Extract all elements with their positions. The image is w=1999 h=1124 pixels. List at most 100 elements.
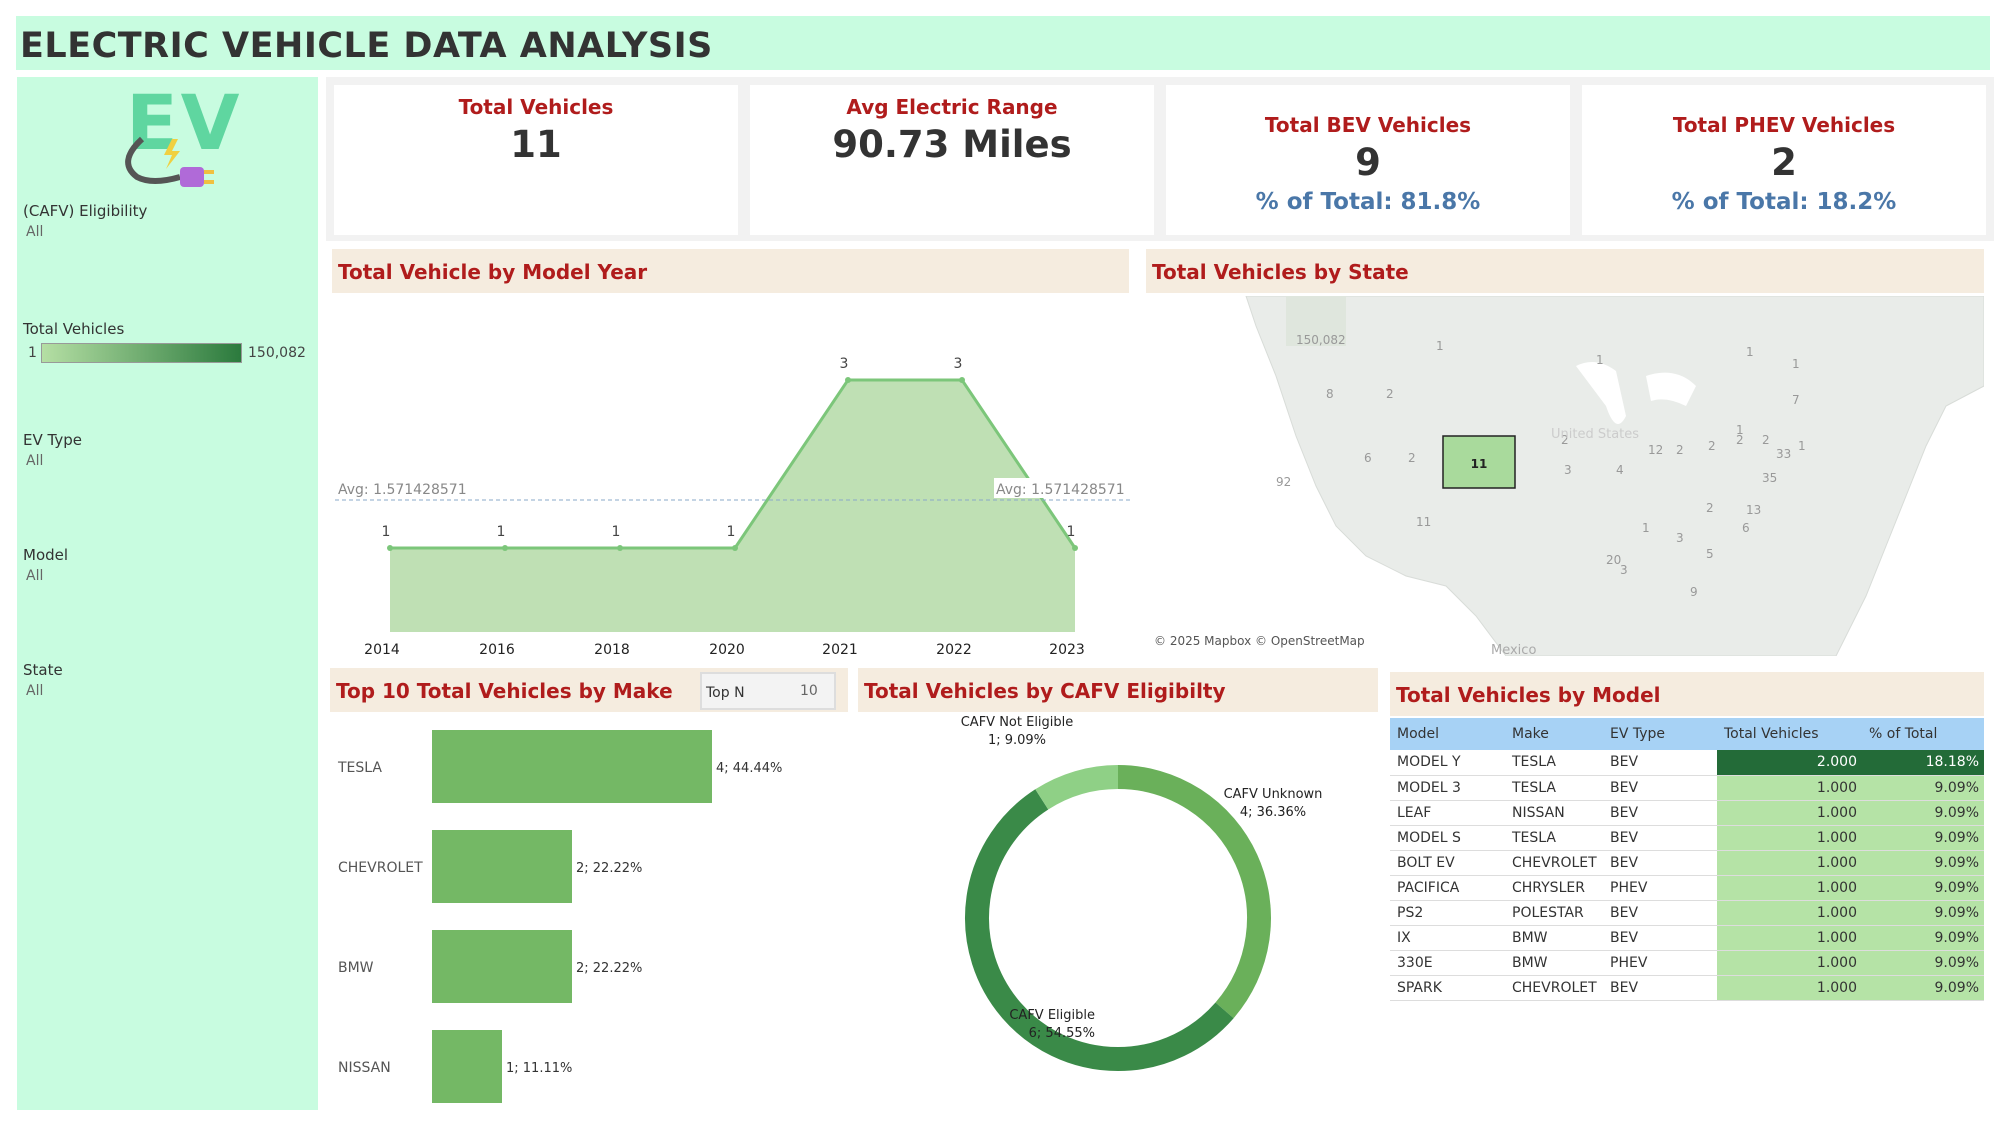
state-highlight[interactable] — [1442, 435, 1516, 489]
table-row[interactable]: 330E BMW PHEV 1.000 9.09% — [1390, 950, 1984, 976]
state-value-label: 12 — [1648, 443, 1663, 457]
cell-make: CHRYSLER — [1505, 875, 1603, 901]
cell-total: 1.000 — [1717, 775, 1862, 801]
col-header-evtype[interactable]: EV Type — [1603, 718, 1717, 750]
cell-evtype: BEV — [1603, 800, 1717, 826]
state-value-label: 6 — [1742, 521, 1750, 535]
section-title: Total Vehicles by State — [1152, 260, 1409, 284]
cell-total: 1.000 — [1717, 800, 1862, 826]
table-row[interactable]: PS2 POLESTAR BEV 1.000 9.09% — [1390, 900, 1984, 926]
col-header-model[interactable]: Model — [1390, 718, 1505, 750]
state-highlight-label: 11 — [1471, 457, 1488, 471]
filter-model-label: Model — [23, 546, 69, 564]
kpi-total-bev: Total BEV Vehicles 9 % of Total: 81.8% — [1166, 85, 1570, 235]
x-tick-label: 2021 — [822, 642, 858, 658]
cell-model: 330E — [1390, 950, 1505, 976]
cell-make: BMW — [1505, 925, 1603, 951]
state-value-label: 150,082 — [1296, 333, 1346, 347]
kpi-value: 2 — [1771, 141, 1797, 184]
x-tick-label: 2020 — [709, 642, 745, 658]
col-header-pct[interactable]: % of Total — [1862, 718, 1984, 750]
dashboard-title: ELECTRIC VEHICLE DATA ANALYSIS — [20, 26, 713, 66]
data-point — [845, 377, 851, 383]
data-point — [502, 545, 508, 551]
cell-make: TESLA — [1505, 825, 1603, 851]
cell-model: PACIFICA — [1390, 875, 1505, 901]
state-value-label: 2 — [1561, 433, 1569, 447]
table-row[interactable]: SPARK CHEVROLET BEV 1.000 9.09% — [1390, 975, 1984, 1001]
model-year-chart: 1 2014 1 2016 1 2018 1 2020 3 2021 3 2022 1 2023 Avg: … — [335, 356, 1130, 658]
x-tick-label: 2016 — [479, 642, 515, 658]
category-label: CHEVROLET — [338, 860, 423, 876]
section-title: Total Vehicles by CAFV Eligibilty — [864, 679, 1226, 703]
topn-value[interactable]: 10 — [800, 683, 818, 699]
data-label: 1 — [612, 524, 621, 540]
cell-evtype: PHEV — [1603, 875, 1717, 901]
cell-model: PS2 — [1390, 900, 1505, 926]
filter-cafv-value[interactable]: All — [26, 224, 44, 240]
col-header-total[interactable]: Total Vehicles — [1717, 718, 1862, 750]
bar-label: 4; 44.44% — [716, 761, 782, 776]
cell-total: 1.000 — [1717, 925, 1862, 951]
donut-slice — [1035, 765, 1119, 810]
mexico-label: Mexico — [1491, 643, 1536, 656]
cell-evtype: BEV — [1603, 900, 1717, 926]
kpi-total-phev: Total PHEV Vehicles 2 % of Total: 18.2% — [1582, 85, 1986, 235]
section-title: Total Vehicle by Model Year — [338, 260, 648, 284]
data-label: 1 — [727, 524, 736, 540]
state-value-label: 13 — [1746, 503, 1761, 517]
state-value-label: 3 — [1564, 463, 1572, 477]
kpi-value: 9 — [1355, 141, 1381, 184]
filter-model-value[interactable]: All — [26, 568, 44, 584]
state-value-label: 33 — [1776, 447, 1791, 461]
filter-evtype-value[interactable]: All — [26, 453, 44, 469]
legend-gradient — [41, 343, 242, 363]
filter-state-value[interactable]: All — [26, 683, 44, 699]
cell-model: LEAF — [1390, 800, 1505, 826]
table-row[interactable]: IX BMW BEV 1.000 9.09% — [1390, 925, 1984, 951]
table-row[interactable]: MODEL S TESLA BEV 1.000 9.09% — [1390, 825, 1984, 851]
state-value-label: 20 — [1606, 553, 1621, 567]
category-label: BMW — [338, 960, 374, 976]
cell-model: SPARK — [1390, 975, 1505, 1001]
state-value-label: 2 — [1386, 387, 1394, 401]
legend-min: 1 — [28, 345, 37, 361]
x-tick-label: 2023 — [1049, 642, 1085, 658]
table-row[interactable]: MODEL 3 TESLA BEV 1.000 9.09% — [1390, 775, 1984, 801]
filter-evtype-label: EV Type — [23, 431, 82, 449]
cell-total: 1.000 — [1717, 875, 1862, 901]
table-row[interactable]: PACIFICA CHRYSLER PHEV 1.000 9.09% — [1390, 875, 1984, 901]
cell-pct: 9.09% — [1862, 975, 1984, 1001]
table-row[interactable]: MODEL Y TESLA BEV 2.000 18.18% — [1390, 750, 1984, 776]
bar-label: 1; 11.11% — [506, 1061, 572, 1076]
cell-pct: 9.09% — [1862, 875, 1984, 901]
cell-total: 1.000 — [1717, 900, 1862, 926]
table-row[interactable]: LEAF NISSAN BEV 1.000 9.09% — [1390, 800, 1984, 826]
bar — [432, 1030, 502, 1103]
area-fill — [390, 380, 1075, 632]
col-header-make[interactable]: Make — [1505, 718, 1603, 750]
cell-evtype: BEV — [1603, 750, 1717, 776]
cell-model: MODEL S — [1390, 825, 1505, 851]
state-value-label: 5 — [1706, 547, 1714, 561]
slice-name-label: CAFV Not Eligible — [961, 715, 1074, 730]
kpi-subtext: % of Total: 18.2% — [1671, 189, 1897, 215]
cell-total: 1.000 — [1717, 975, 1862, 1001]
model-year-header: Total Vehicle by Model Year — [332, 249, 1129, 293]
map-copyright[interactable]: © 2025 Mapbox © OpenStreetMap — [1154, 634, 1365, 648]
ev-logo-icon: E V — [125, 78, 240, 187]
topn-label: Top N — [706, 685, 745, 701]
cell-total: 2.000 — [1717, 750, 1862, 776]
data-point — [732, 545, 738, 551]
state-value-label: 1 — [1746, 345, 1754, 359]
cell-pct: 9.09% — [1862, 775, 1984, 801]
table-row[interactable]: BOLT EV CHEVROLET BEV 1.000 9.09% — [1390, 850, 1984, 876]
topn-control[interactable]: Top N 10 — [700, 672, 836, 710]
cell-evtype: BEV — [1603, 825, 1717, 851]
cell-make: TESLA — [1505, 750, 1603, 776]
cell-evtype: BEV — [1603, 925, 1717, 951]
kpi-subtext: % of Total: 81.8% — [1255, 189, 1481, 215]
cell-evtype: BEV — [1603, 850, 1717, 876]
